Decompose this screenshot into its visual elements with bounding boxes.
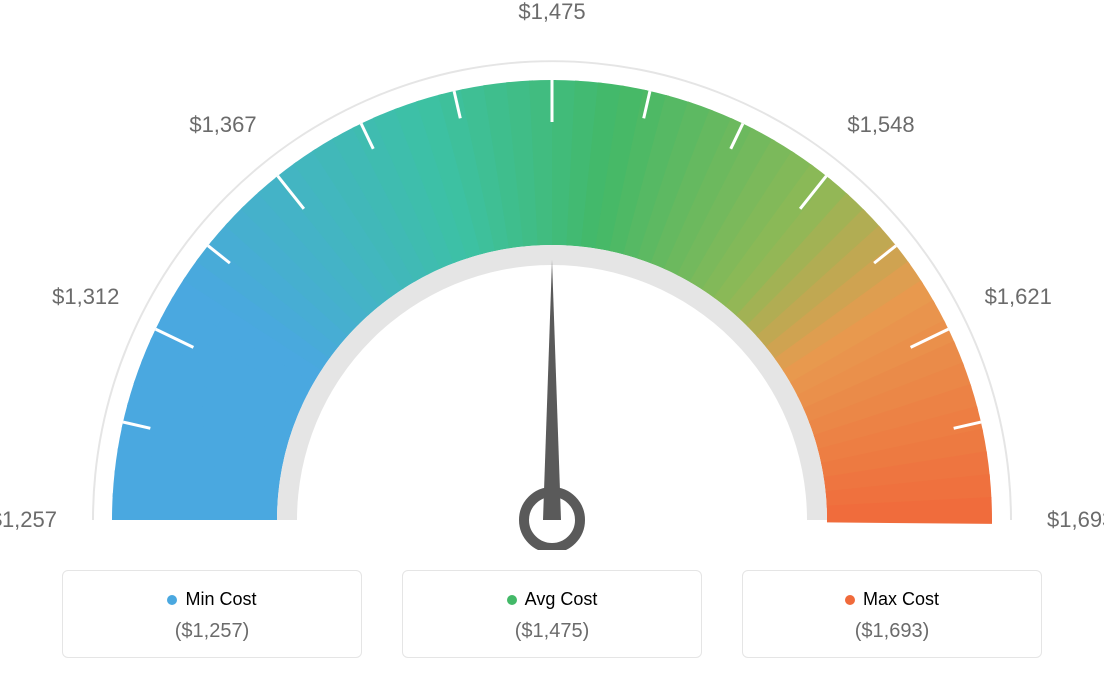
gauge-scale-label: $1,312: [52, 285, 119, 311]
legend-dot-min: [167, 595, 177, 605]
gauge-scale-label: $1,621: [985, 285, 1052, 311]
legend-title-min: Min Cost: [167, 589, 256, 610]
gauge-scale-label: $1,367: [189, 112, 256, 138]
cost-gauge-chart: $1,257$1,312$1,367$1,475$1,548$1,621$1,6…: [20, 20, 1084, 550]
legend-dot-max: [845, 595, 855, 605]
gauge-svg: [20, 20, 1084, 550]
legend-label-avg: Avg Cost: [525, 589, 598, 610]
legend-value-max: ($1,693): [753, 620, 1031, 643]
legend-dot-avg: [507, 595, 517, 605]
gauge-scale-label: $1,257: [0, 507, 57, 533]
legend-card-max: Max Cost ($1,693): [742, 570, 1042, 658]
legend-card-avg: Avg Cost ($1,475): [402, 570, 702, 658]
legend-value-min: ($1,257): [73, 620, 351, 643]
legend-label-max: Max Cost: [863, 589, 939, 610]
gauge-scale-label: $1,693: [1047, 507, 1104, 533]
legend-label-min: Min Cost: [185, 589, 256, 610]
legend-value-avg: ($1,475): [413, 620, 691, 643]
gauge-scale-label: $1,548: [847, 112, 914, 138]
legend-row: Min Cost ($1,257) Avg Cost ($1,475) Max …: [20, 570, 1084, 658]
gauge-scale-label: $1,475: [518, 0, 585, 25]
legend-card-min: Min Cost ($1,257): [62, 570, 362, 658]
legend-title-avg: Avg Cost: [507, 589, 598, 610]
legend-title-max: Max Cost: [845, 589, 939, 610]
